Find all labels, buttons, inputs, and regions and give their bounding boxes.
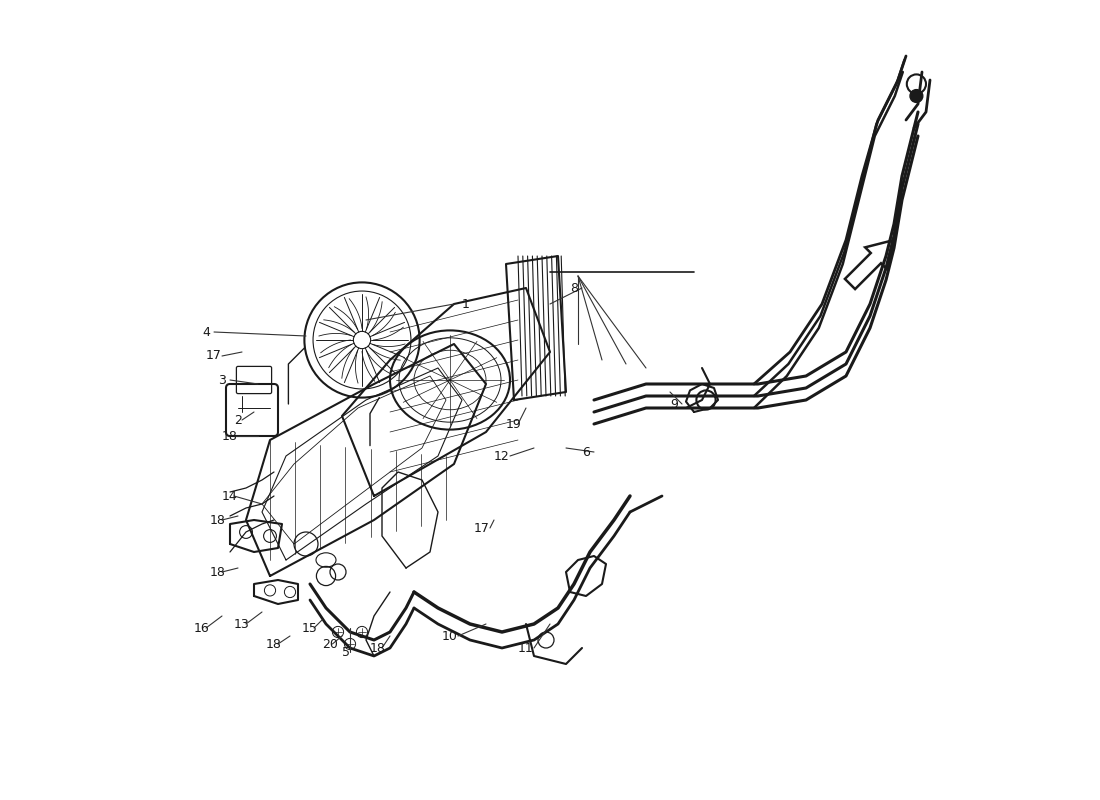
Text: 11: 11 bbox=[518, 642, 534, 654]
Text: 5: 5 bbox=[342, 646, 350, 658]
Text: 17: 17 bbox=[206, 350, 222, 362]
Text: 17: 17 bbox=[474, 522, 490, 534]
Text: 19: 19 bbox=[506, 418, 521, 430]
Text: 3: 3 bbox=[218, 374, 226, 386]
Text: 6: 6 bbox=[582, 446, 590, 458]
Text: 20: 20 bbox=[322, 638, 338, 650]
Text: 8: 8 bbox=[570, 282, 578, 294]
Text: 16: 16 bbox=[194, 622, 210, 634]
Text: 9: 9 bbox=[670, 398, 678, 410]
Text: 18: 18 bbox=[210, 514, 225, 526]
Text: 13: 13 bbox=[234, 618, 250, 630]
Text: 14: 14 bbox=[222, 490, 238, 502]
Text: 4: 4 bbox=[202, 326, 210, 338]
Text: 1: 1 bbox=[462, 298, 470, 310]
Text: 18: 18 bbox=[266, 638, 282, 650]
Text: 18: 18 bbox=[210, 566, 225, 578]
Text: 10: 10 bbox=[442, 630, 458, 642]
Text: 15: 15 bbox=[302, 622, 318, 634]
Text: 18: 18 bbox=[370, 642, 386, 654]
Circle shape bbox=[910, 90, 923, 102]
Text: 2: 2 bbox=[234, 414, 242, 426]
Text: 18: 18 bbox=[222, 430, 238, 442]
Text: 12: 12 bbox=[494, 450, 510, 462]
